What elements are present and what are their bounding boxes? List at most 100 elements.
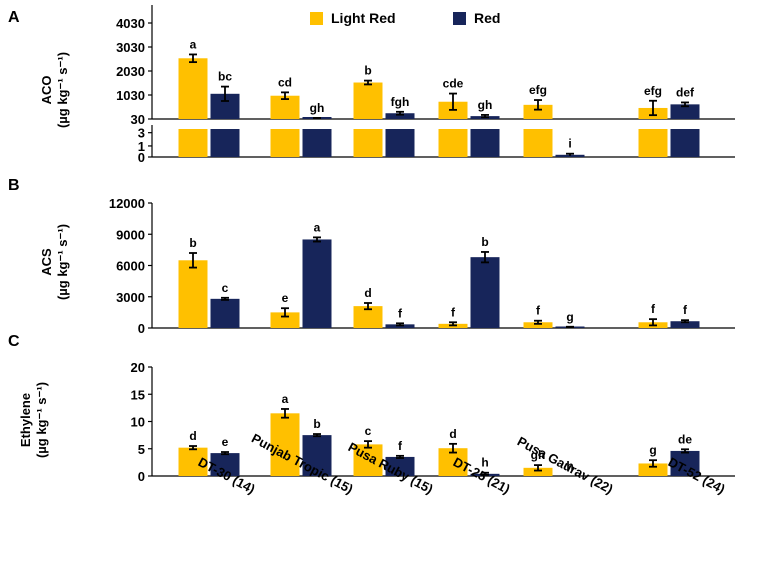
y-tick-label: 0: [138, 469, 145, 484]
y-tick-label: 0: [138, 321, 145, 336]
significance-letter: f: [536, 304, 541, 318]
y-tick-label: 3000: [116, 290, 145, 305]
significance-letter: h: [566, 459, 573, 473]
bar-C-1-0: [210, 453, 240, 476]
significance-letter: i: [568, 137, 571, 151]
legend-label-light-red: Light Red: [331, 10, 396, 26]
y-tick-label: 15: [131, 387, 145, 402]
bar-A-lower-1-4: [555, 154, 585, 157]
significance-letter: c: [222, 281, 229, 295]
y-tick-label: 30: [131, 112, 145, 127]
significance-letter: f: [651, 302, 656, 316]
y-tick-label: 9000: [116, 227, 145, 242]
y-tick-label: 3030: [116, 40, 145, 55]
bar-A-lower-0-3: [438, 129, 468, 157]
significance-letter: f: [398, 439, 403, 453]
panel-letter-a: A: [8, 9, 20, 26]
y-tick-label: 6000: [116, 259, 145, 274]
category-label: Punjab Tropic (15): [249, 431, 356, 497]
y-axis-unit: (µg kg⁻¹ s⁻¹): [55, 52, 70, 128]
bar-B-1-0: [210, 298, 240, 328]
bar-B-0-4: [523, 322, 553, 328]
significance-letter: efg: [529, 83, 547, 97]
bar-A-lower-1-3: [470, 129, 500, 157]
y-tick-label: 12000: [109, 196, 145, 211]
bar-A-lower-0-2: [353, 129, 383, 157]
bar-A-upper-1-2: [385, 113, 415, 119]
bar-B-0-1: [270, 312, 300, 328]
bar-A-lower-1-0: [210, 129, 240, 157]
y-tick-label: 3: [138, 126, 145, 141]
y-tick-label: 10: [131, 415, 145, 430]
panel-letter-c: C: [8, 333, 20, 350]
bar-A-upper-0-2: [353, 82, 383, 119]
bar-C-0-2: [353, 444, 383, 476]
significance-letter: e: [282, 291, 289, 305]
significance-letter: d: [189, 429, 196, 443]
bar-C-1-2: [385, 456, 415, 476]
significance-letter: h: [481, 456, 488, 470]
bar-B-0-2: [353, 306, 383, 328]
significance-letter: cd: [278, 75, 292, 89]
bar-A-lower-0-5: [638, 129, 668, 157]
y-tick-label: 1030: [116, 88, 145, 103]
significance-letter: b: [189, 236, 196, 250]
significance-letter: fgh: [391, 95, 410, 109]
legend-swatch-light-red: [310, 12, 323, 25]
y-axis-unit: (µg kg⁻¹ s⁻¹): [34, 382, 49, 458]
y-tick-label: 1: [138, 139, 145, 154]
significance-letter: b: [364, 64, 371, 78]
significance-letter: gh: [478, 98, 493, 112]
significance-letter: bc: [218, 70, 232, 84]
bar-C-1-5: [670, 450, 700, 476]
bar-C-1-1: [302, 435, 332, 476]
bar-A-lower-1-1: [302, 129, 332, 157]
bar-A-lower-1-5: [670, 129, 700, 157]
bar-A-lower-1-2: [385, 129, 415, 157]
bar-A-upper-0-4: [523, 104, 553, 119]
significance-letter: cde: [443, 77, 464, 91]
y-tick-label: 20: [131, 360, 145, 375]
significance-letter: a: [314, 220, 321, 234]
significance-letter: e: [222, 435, 229, 449]
bar-A-upper-0-1: [270, 95, 300, 119]
bar-C-0-4: [523, 467, 553, 476]
bar-A-lower-0-4: [523, 129, 553, 157]
bar-B-1-1: [302, 239, 332, 328]
y-axis-label: Ethylene: [18, 393, 33, 447]
significance-letter: de: [678, 432, 692, 446]
bar-B-1-5: [670, 321, 700, 328]
significance-letter: f: [398, 306, 403, 320]
y-tick-label: 5: [138, 442, 145, 457]
significance-letter: f: [451, 305, 456, 319]
bar-A-lower-0-1: [270, 129, 300, 157]
category-label: Pusa Gaurav (22): [515, 434, 616, 497]
significance-letter: a: [190, 37, 197, 51]
bar-C-0-0: [178, 447, 208, 476]
significance-letter: gh: [531, 448, 546, 462]
bar-B-0-0: [178, 260, 208, 328]
significance-letter: efg: [644, 84, 662, 98]
significance-letter: g: [649, 443, 656, 457]
panel-letter-b: B: [8, 177, 20, 194]
significance-letter: g: [566, 310, 573, 324]
y-tick-label: 4030: [116, 16, 145, 31]
legend-swatch-red: [453, 12, 466, 25]
legend-label-red: Red: [474, 10, 500, 26]
significance-letter: b: [313, 417, 320, 431]
y-axis-unit: (µg kg⁻¹ s⁻¹): [55, 224, 70, 300]
significance-letter: b: [481, 235, 488, 249]
bar-C-0-5: [638, 463, 668, 476]
significance-letter: c: [365, 424, 372, 438]
y-tick-label: 0: [138, 150, 145, 165]
significance-letter: a: [282, 392, 289, 406]
significance-letter: d: [364, 286, 371, 300]
significance-letter: f: [683, 303, 688, 317]
y-axis-label: ACO: [39, 76, 54, 105]
bar-B-1-3: [470, 257, 500, 328]
bar-A-upper-0-0: [178, 58, 208, 119]
significance-letter: gh: [310, 101, 325, 115]
bar-A-lower-0-0: [178, 129, 208, 157]
y-axis-label: ACS: [39, 248, 54, 276]
